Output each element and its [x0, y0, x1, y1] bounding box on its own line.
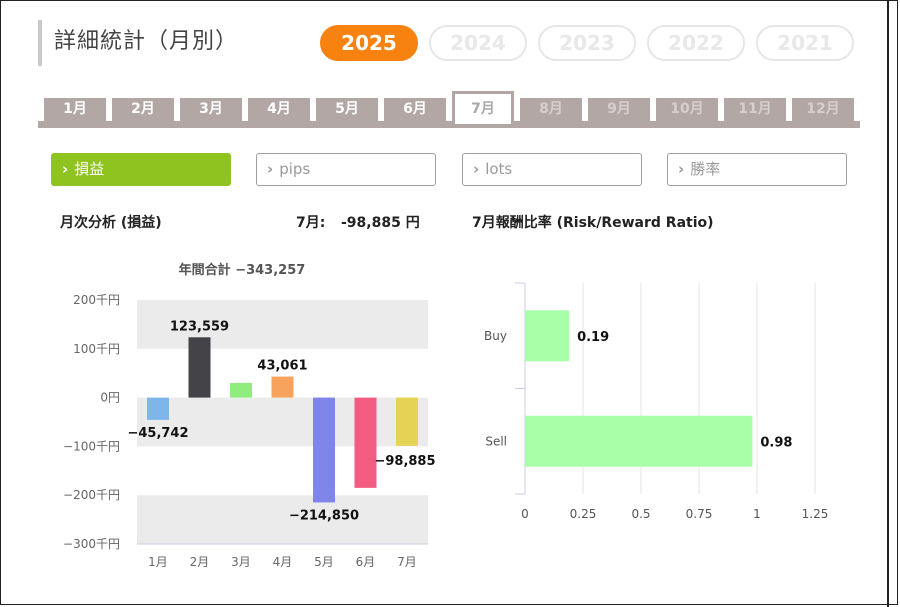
chevron-right-icon: › [267, 160, 274, 178]
monthly-analysis-title: 月次分析 (損益) [60, 215, 162, 231]
y-tick-label: 100千円 [73, 342, 120, 356]
metric-button-lots[interactable]: › lots [462, 153, 642, 186]
year-button-2024[interactable]: 2024 [429, 25, 527, 61]
tab-month-7[interactable]: 7月 [452, 91, 514, 124]
year-button-2025[interactable]: 2025 [320, 25, 418, 61]
data-label: 123,559 [170, 319, 229, 334]
data-label: −214,850 [289, 508, 359, 523]
tab-month-11: 11月 [724, 98, 786, 121]
x-tick-label: 1.25 [802, 507, 829, 521]
chevron-right-icon: › [62, 160, 69, 178]
plot-band [137, 300, 428, 349]
y-tick-label: Sell [485, 434, 507, 448]
bar-2月 [188, 337, 211, 398]
window-edge [887, 0, 889, 607]
tabs-baseline [38, 121, 860, 128]
metric-label: lots [485, 160, 513, 178]
y-tick-label: −300千円 [63, 537, 120, 551]
year-selector: 2025 2024 2023 2022 2021 [320, 25, 854, 61]
x-tick-label: 0 [521, 507, 529, 521]
chart-title: 年間合計 −343,257 [179, 262, 306, 278]
metric-button-winrate[interactable]: › 勝率 [667, 153, 847, 186]
y-tick-label: −100千円 [63, 439, 120, 453]
x-tick-label: 0.75 [686, 507, 713, 521]
current-month-label: 7月: [296, 215, 326, 231]
bar-1月 [147, 397, 169, 420]
x-tick-label: 0.5 [631, 507, 650, 521]
data-label: −45,742 [127, 426, 188, 441]
tab-month-10: 10月 [656, 98, 718, 121]
metric-button-pips[interactable]: › pips [256, 153, 436, 186]
metric-label: 勝率 [690, 160, 721, 178]
metric-label: 損益 [74, 160, 105, 178]
data-label: −98,885 [374, 454, 435, 469]
tab-month-3[interactable]: 3月 [180, 98, 242, 121]
chevron-right-icon: › [473, 160, 480, 178]
page-title: 詳細統計（月別） [54, 29, 239, 54]
bar-Buy [525, 310, 570, 362]
bar-4月 [271, 376, 294, 398]
plot-band [137, 495, 428, 544]
metric-button-profit[interactable]: › 損益 [51, 153, 231, 186]
bar-3月 [230, 382, 252, 398]
x-tick-label: 6月 [356, 555, 376, 569]
tab-month-2[interactable]: 2月 [112, 98, 174, 121]
y-tick-label: 200千円 [73, 293, 120, 307]
month-tabs: 1月 2月 3月 4月 5月 6月 7月 8月 9月 10月 11月 12月 [38, 91, 860, 128]
data-label: 43,061 [257, 359, 307, 374]
page-header: 詳細統計（月別） [38, 20, 238, 66]
y-tick-label: −200千円 [63, 488, 120, 502]
x-tick-label: 4月 [273, 555, 293, 569]
tab-month-6[interactable]: 6月 [384, 98, 446, 121]
bar-7月 [396, 397, 418, 446]
x-tick-label: 1月 [148, 555, 168, 569]
ratio-section-title: 7月報酬比率 (Risk/Reward Ratio) [472, 215, 714, 231]
plot-band [137, 397, 428, 447]
metric-label: pips [279, 160, 311, 178]
x-tick-label: 3月 [231, 555, 251, 569]
monthly-profit-chart: 200千円 100千円 0円 −100千円 −200千円 −300千円 年間合計 −343,… [63, 262, 436, 569]
risk-reward-chart: 0 0.25 0.5 0.75 1 1.25 Buy 0.19 Sell 0.98 [484, 282, 829, 521]
y-tick-label: 0円 [100, 391, 120, 405]
current-month-value: -98,885 円 [341, 215, 420, 231]
x-tick-label: 0.25 [570, 507, 597, 521]
tab-month-8: 8月 [520, 98, 582, 121]
year-button-2021[interactable]: 2021 [756, 25, 854, 61]
tab-month-12: 12月 [792, 98, 854, 121]
bar-6月 [354, 397, 377, 488]
year-button-2022[interactable]: 2022 [647, 25, 745, 61]
tab-month-9: 9月 [588, 98, 650, 121]
data-label: 0.98 [760, 435, 792, 450]
tab-month-4[interactable]: 4月 [248, 98, 310, 121]
y-tick-label: Buy [484, 329, 507, 343]
bar-5月 [313, 397, 335, 503]
tab-month-5[interactable]: 5月 [316, 98, 378, 121]
x-tick-label: 5月 [314, 555, 334, 569]
x-tick-label: 7月 [397, 555, 417, 569]
chevron-right-icon: › [678, 160, 685, 178]
year-button-2023[interactable]: 2023 [538, 25, 636, 61]
tab-month-1[interactable]: 1月 [44, 98, 106, 121]
data-label: 0.19 [577, 330, 609, 345]
bar-Sell [525, 415, 753, 467]
x-tick-label: 1 [753, 507, 761, 521]
x-tick-label: 2月 [190, 555, 210, 569]
